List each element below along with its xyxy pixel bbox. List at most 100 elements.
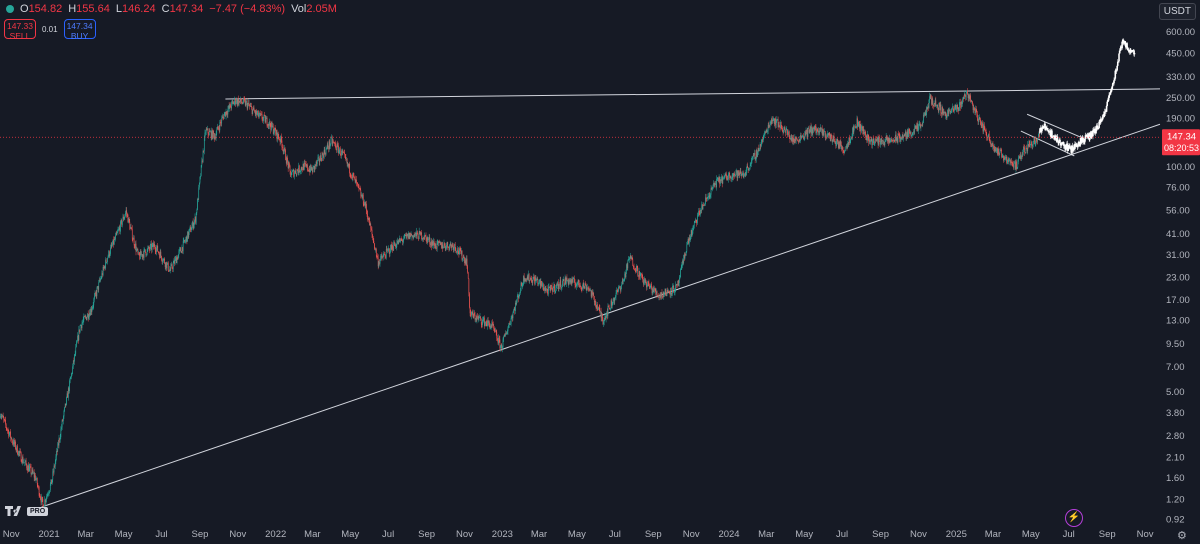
candle-body (37, 484, 39, 487)
candle-body (375, 248, 377, 256)
candle-body (271, 122, 273, 127)
candle-body (452, 244, 454, 246)
candle-body (842, 150, 844, 152)
candle-body (346, 159, 348, 164)
candle-body (430, 241, 432, 245)
candle-body (894, 140, 896, 142)
candle-body (473, 312, 475, 318)
candle-body (928, 99, 930, 108)
candle-body (17, 453, 19, 456)
candle-body (488, 321, 490, 323)
candle-body (752, 156, 753, 158)
candle-body (692, 226, 694, 232)
candle-body (977, 120, 979, 122)
candle-body (808, 127, 810, 133)
candle-body (292, 170, 293, 172)
time-axis[interactable]: Nov 2021 Mar May Jul Sep Nov 2022 Mar May Jul Sep No… (3, 529, 1154, 540)
candle-body (8, 430, 10, 437)
buy-button[interactable]: 147.34 BUY (63, 19, 96, 41)
candle-body (334, 142, 336, 144)
candle-body (253, 107, 255, 111)
projection-body (1079, 138, 1082, 146)
candle-body (757, 151, 758, 157)
candle-body (482, 319, 484, 321)
candle-body (1036, 138, 1037, 141)
candle-body (328, 147, 329, 149)
candle-body (652, 288, 654, 294)
projection-body (1098, 121, 1100, 128)
candle-body (494, 329, 496, 332)
time-tick-label: May (1022, 529, 1040, 540)
candle-body (790, 137, 791, 140)
candle-body (237, 98, 239, 105)
candle-body (332, 141, 334, 144)
candle-body (822, 129, 824, 135)
candle-body (135, 243, 136, 248)
candle-body (221, 118, 223, 124)
candle-body (695, 219, 696, 221)
candle-body (842, 147, 844, 151)
candle-body (35, 479, 37, 481)
candle-body (139, 255, 141, 259)
candle-body (356, 182, 358, 184)
candle-body (10, 431, 11, 439)
candle-body (1039, 134, 1040, 138)
candle-body (1024, 152, 1026, 154)
candle-body (342, 151, 344, 153)
candle-body (713, 183, 715, 186)
candle-body (121, 220, 123, 226)
candle-body (45, 499, 47, 503)
candle-body (345, 157, 347, 160)
currency-selector[interactable]: USDT (1158, 3, 1196, 20)
lightning-icon[interactable]: ⚡ (1065, 509, 1083, 527)
candle-body (5, 424, 7, 428)
candle-body (261, 113, 262, 115)
candle-body (56, 450, 58, 452)
tradingview-logo[interactable]: PRO (5, 506, 49, 516)
candle-body (878, 136, 880, 145)
candle-body (397, 240, 398, 244)
candle-body (128, 217, 130, 222)
candle-body (500, 345, 502, 346)
candle-body (313, 165, 314, 167)
candle-body (898, 133, 899, 135)
candle-body (109, 253, 111, 257)
candle-body (627, 260, 629, 269)
sell-button[interactable]: 147.33 SELL (4, 19, 36, 41)
candle-body (985, 129, 986, 131)
candle-body (408, 232, 409, 239)
candle-body (254, 111, 256, 115)
candle-body (298, 165, 300, 173)
time-tick-label: Mar (758, 529, 774, 540)
candle-body (613, 297, 614, 302)
candle-body (380, 255, 382, 260)
candle-body (534, 277, 536, 284)
candle-body (704, 204, 706, 206)
candle-body (939, 104, 941, 107)
candle-body (477, 316, 479, 319)
candle-body (867, 134, 869, 139)
candle-body (846, 145, 848, 149)
candle-body (310, 165, 312, 170)
candle-body (461, 250, 463, 260)
candle-body (858, 121, 860, 126)
price-axis[interactable]: 600.00450.00330.00250.00190.00140.00100.… (1162, 27, 1200, 526)
ohlc-legend: O154.82 H155.64 L146.24 C147.34 −7.47 (−… (6, 3, 337, 15)
candle-body (154, 244, 155, 248)
candle-body (879, 141, 881, 145)
gear-icon[interactable]: ⚙ (1177, 530, 1187, 542)
candle-body (1018, 158, 1019, 162)
candle-body (553, 284, 555, 288)
candle-body (101, 273, 103, 279)
candle-body (813, 127, 815, 130)
candle-body (396, 243, 398, 248)
candle-body (302, 164, 304, 170)
projection-body (1128, 49, 1130, 53)
candle-body (392, 245, 393, 250)
candle-body (602, 319, 604, 325)
candle-body (50, 479, 52, 485)
trendline-resistance (225, 88, 1161, 100)
candle-body (603, 319, 605, 322)
candle-body (933, 102, 935, 107)
